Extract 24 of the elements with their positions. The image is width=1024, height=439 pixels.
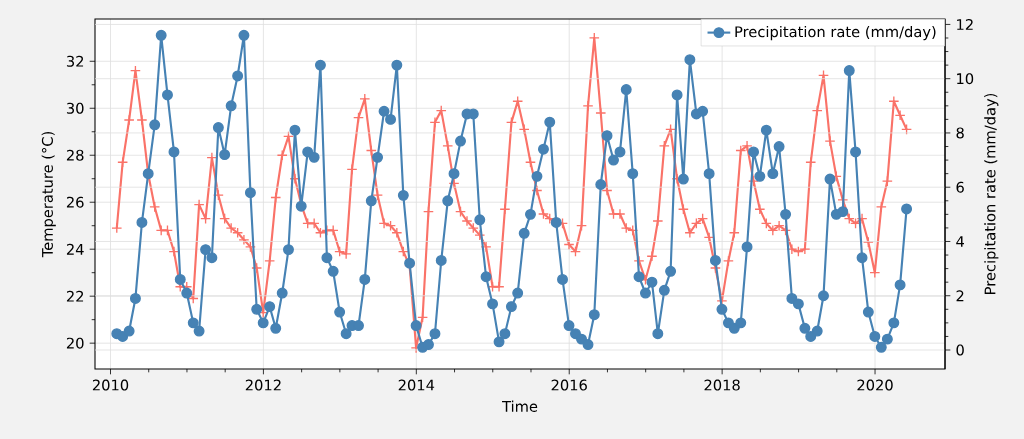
x-axis-title: Time — [502, 400, 538, 412]
y2-tick-label: 6 — [956, 181, 964, 193]
x-tick-label: 2020 — [857, 379, 893, 391]
y2-tick-label: 12 — [957, 18, 973, 30]
y2-axis-title: Precipitation rate (mm/day) — [984, 93, 999, 294]
legend-label: Precipitation rate (mm/day) — [735, 25, 936, 41]
x-tick-label: 2016 — [551, 379, 587, 391]
y2-tick-label: 10 — [957, 73, 974, 85]
y-tick-label: 22 — [66, 290, 84, 302]
x-tick-label: 2014 — [398, 379, 435, 391]
y2-tick-label: 4 — [956, 236, 964, 247]
y-tick-label: 20 — [66, 337, 84, 349]
x-tick-label: 2018 — [704, 379, 740, 391]
x-tick-label: 2012 — [245, 379, 281, 391]
y2-tick-label: 2 — [956, 290, 964, 302]
x-tick-label: 2010 — [92, 379, 129, 391]
y-axis-title: Temperature (°C) — [41, 132, 56, 258]
y-tick-label: 32 — [66, 55, 84, 67]
y-tick-label: 26 — [66, 196, 84, 208]
y-tick-label: 24 — [66, 243, 84, 255]
y2-tick-label: 0 — [956, 344, 964, 356]
y2-tick-label: 8 — [956, 127, 964, 139]
y-tick-label: 30 — [66, 102, 84, 114]
y-tick-label: 28 — [66, 149, 84, 161]
